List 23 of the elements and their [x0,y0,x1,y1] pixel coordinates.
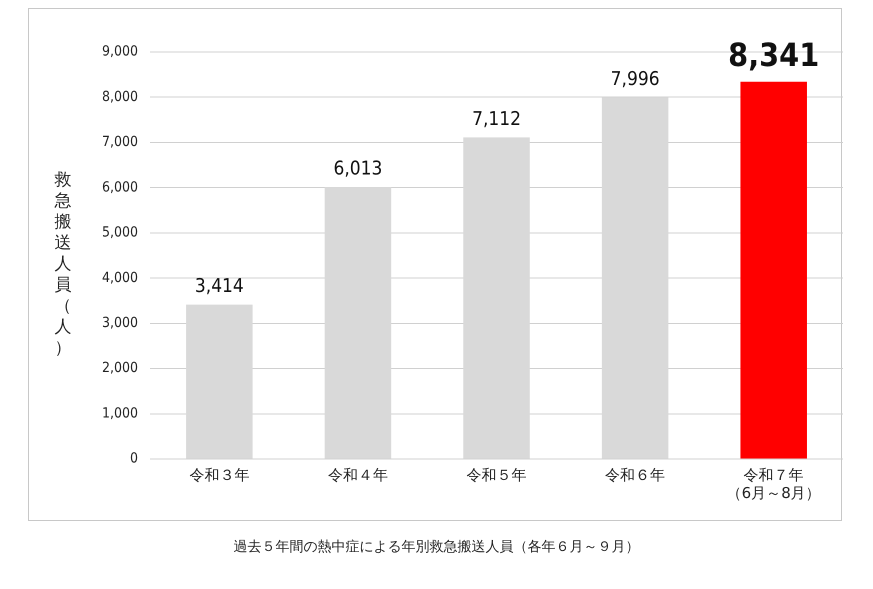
data-label: 8,341 [728,36,820,74]
data-label: 6,013 [333,158,382,180]
y-tick-label: 8,000 [102,88,138,105]
x-tick-label: 令和４年 [328,466,388,484]
data-label: 3,414 [194,275,244,298]
y-tick-label: 5,000 [102,224,138,241]
x-tick-label: 令和６年 [605,466,666,484]
data-label: 7,112 [472,108,521,130]
text: 過去５年間の熱中症による年別救急搬送人員（各年６月～９月） [232,538,640,556]
y-tick-label: 4,000 [102,270,138,286]
x-tick-label: 令和３年 [189,466,250,484]
y-tick-label: 7,000 [102,134,138,150]
y-tick-label: 1,000 [102,405,138,422]
data-label: 7,996 [610,68,660,90]
y-tick-label: 6,000 [102,179,138,196]
text: 救急搬送人員（人） [54,170,72,358]
y-tick-label: 0 [130,450,138,467]
x-tick-label: 令和７年（6月～8月） [726,466,821,502]
bar [740,82,807,458]
y-tick-label: 3,000 [102,314,138,331]
x-tick-label: 令和５年 [466,466,527,484]
y-tick-label: 2,000 [102,360,138,376]
y-tick-label: 9,000 [102,44,138,60]
